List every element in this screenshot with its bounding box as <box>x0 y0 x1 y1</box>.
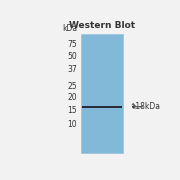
Text: 20: 20 <box>67 93 77 102</box>
Text: 15: 15 <box>67 106 77 115</box>
Text: kDa: kDa <box>62 24 77 33</box>
Bar <box>81 34 123 153</box>
Text: ↑18kDa: ↑18kDa <box>130 102 161 111</box>
Text: Western Blot: Western Blot <box>69 21 135 30</box>
Text: 75: 75 <box>67 40 77 49</box>
Text: 37: 37 <box>67 65 77 74</box>
Text: 25: 25 <box>67 82 77 91</box>
Text: 50: 50 <box>67 52 77 61</box>
Bar <box>82 106 122 108</box>
Text: 10: 10 <box>67 120 77 129</box>
